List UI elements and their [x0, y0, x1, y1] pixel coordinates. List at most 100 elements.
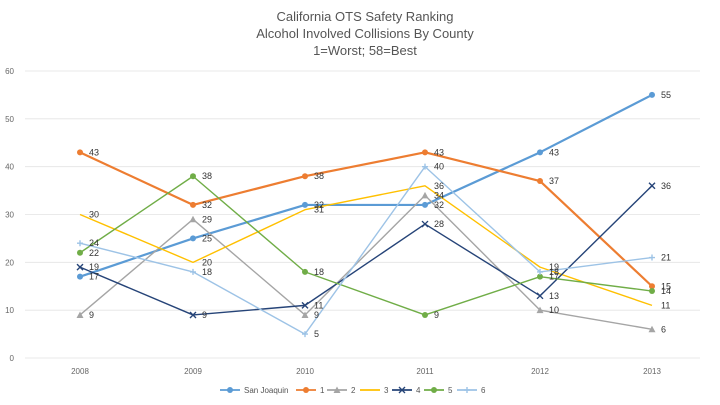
series-line	[79, 175, 653, 316]
series-line	[79, 185, 653, 316]
data-point	[537, 149, 543, 156]
x-tick-label: 2008	[71, 367, 89, 376]
data-label: 17	[89, 272, 99, 282]
chart-title-line-2: Alcohol Involved Collisions By County	[256, 26, 474, 41]
data-label: 11	[314, 300, 323, 310]
data-point	[190, 235, 196, 242]
data-label: 30	[89, 210, 99, 220]
data-label: 43	[89, 147, 99, 157]
data-label: 11	[661, 300, 670, 310]
data-label: 25	[202, 233, 212, 243]
legend-item: 1	[296, 386, 325, 395]
series-4	[76, 182, 656, 319]
data-label: 38	[202, 171, 212, 181]
y-tick-label: 50	[5, 115, 14, 124]
data-label: 10	[549, 305, 559, 315]
data-label: 32	[314, 200, 324, 210]
series-line	[79, 194, 653, 330]
y-axis-ticks: 0 10 20 30 40 50 60	[5, 67, 14, 363]
series-3	[79, 185, 653, 307]
legend-label: 5	[448, 386, 453, 395]
legend-item: 3	[360, 386, 389, 395]
data-point	[421, 191, 429, 199]
y-tick-label: 30	[5, 211, 14, 220]
data-point	[190, 201, 196, 208]
data-point	[301, 311, 309, 318]
legend-label: 2	[351, 386, 356, 395]
data-point	[649, 91, 655, 98]
data-point	[422, 201, 428, 208]
data-point	[76, 311, 84, 318]
data-point	[76, 263, 84, 271]
data-label: 38	[314, 171, 324, 181]
legend-marker	[333, 386, 341, 393]
legend-marker	[431, 387, 437, 393]
chart-title-line-3: 1=Worst; 58=Best	[313, 43, 417, 58]
x-tick-label: 2012	[531, 367, 549, 376]
series-5	[77, 173, 655, 318]
data-point	[537, 178, 543, 185]
legend-label: 6	[481, 386, 486, 395]
data-label: 43	[434, 147, 444, 157]
data-label: 9	[314, 310, 319, 320]
data-label: 9	[89, 310, 94, 320]
series-2	[76, 191, 656, 333]
data-point	[537, 268, 543, 275]
x-tick-label: 2011	[416, 367, 434, 376]
series-6	[77, 163, 655, 338]
data-label: 13	[549, 291, 559, 301]
chart-title: California OTS Safety Ranking Alcohol In…	[256, 9, 474, 58]
data-label: 32	[434, 200, 444, 210]
data-point	[648, 325, 656, 333]
data-label: 14	[661, 286, 671, 296]
data-label: 31	[314, 205, 324, 215]
data-label: 5	[314, 329, 319, 339]
data-point	[301, 301, 309, 309]
chart-title-line-1: California OTS Safety Ranking	[276, 9, 453, 24]
data-point	[536, 306, 544, 314]
data-label: 21	[661, 253, 671, 263]
data-label: 17	[549, 272, 559, 282]
data-point	[190, 173, 196, 180]
legend-item: 4	[392, 386, 421, 395]
data-point	[302, 331, 308, 338]
y-tick-label: 0	[10, 354, 15, 363]
x-axis-ticks: 2008 2009 2010 2011 2012 2013	[71, 367, 661, 376]
data-label: 55	[661, 90, 671, 100]
data-label: 18	[314, 267, 324, 277]
data-label: 40	[434, 162, 444, 172]
x-tick-label: 2010	[296, 367, 314, 376]
x-tick-label: 2009	[184, 367, 202, 376]
data-label: 36	[434, 181, 444, 191]
data-point	[77, 149, 83, 156]
data-label: 34	[434, 190, 444, 200]
legend-item: San Joaquin	[220, 386, 288, 395]
legend-label: 1	[320, 386, 325, 395]
series-san-joaquin	[77, 91, 655, 280]
legend-marker	[464, 387, 470, 393]
data-label: 18	[549, 267, 559, 277]
data-label: 29	[202, 214, 212, 224]
data-point	[189, 215, 197, 223]
data-label: 9	[202, 310, 207, 320]
data-label: 19	[549, 262, 559, 272]
data-label: 43	[549, 147, 559, 157]
y-tick-label: 40	[5, 163, 14, 172]
legend-marker	[227, 387, 233, 393]
data-label: 20	[202, 257, 212, 267]
legend-label: San Joaquin	[244, 386, 288, 395]
data-point	[302, 201, 308, 208]
legend-item: 6	[457, 386, 486, 395]
data-label: 6	[661, 324, 666, 334]
data-point	[77, 273, 83, 280]
series-line	[79, 165, 653, 335]
data-label: 37	[549, 176, 559, 186]
legend-label: 3	[384, 386, 389, 395]
data-label: 32	[202, 200, 212, 210]
data-point	[190, 268, 196, 275]
data-point	[422, 149, 428, 156]
series-1	[77, 149, 655, 290]
data-point	[302, 173, 308, 180]
data-label: 19	[89, 262, 99, 272]
